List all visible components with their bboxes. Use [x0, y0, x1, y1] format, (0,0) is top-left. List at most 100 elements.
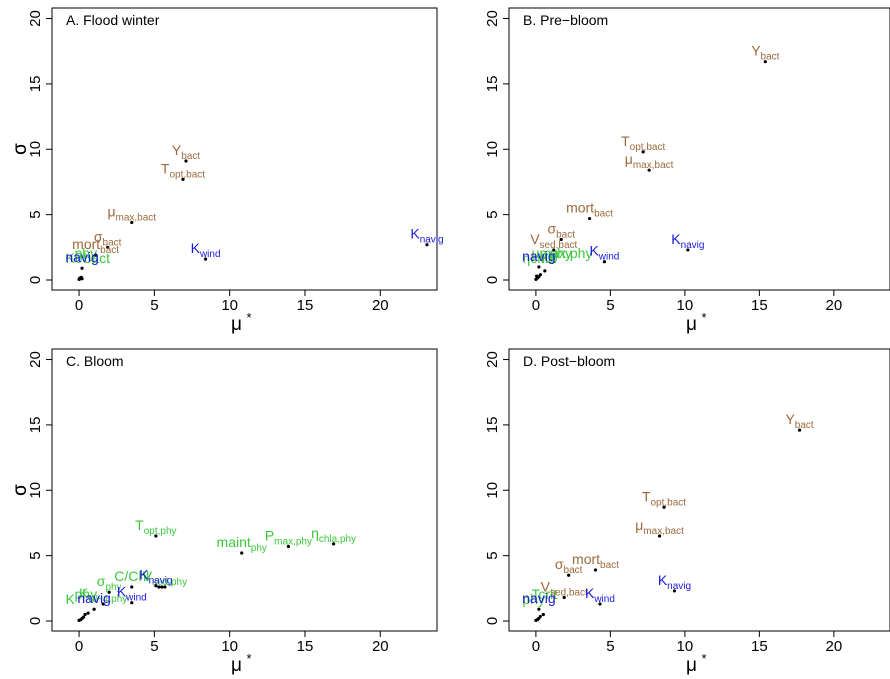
y-tick-label: 10	[484, 482, 501, 499]
point-label: KNH4,phy	[79, 585, 127, 605]
data-point	[686, 248, 690, 252]
panel-c: C. Bloom 0 5 10 15 20 0 5 10 15 20 μ * σ K phy Topt,phy…	[10, 348, 438, 676]
x-axis-label-sup: *	[247, 310, 252, 325]
data-point	[763, 60, 767, 64]
data-point	[130, 585, 134, 589]
y-tick-label: 20	[484, 351, 501, 368]
x-tick-label: 10	[221, 297, 238, 314]
x-tick-label: 20	[372, 297, 389, 314]
y-tick-label: 5	[484, 210, 501, 218]
cluster-point	[541, 612, 545, 617]
data-point	[286, 544, 291, 549]
point-label: navig	[522, 590, 555, 606]
y-tick-label: 15	[27, 76, 44, 93]
panel-title: B. Pre−bloom	[523, 12, 608, 28]
x-tick-label: 10	[221, 638, 238, 655]
y-tick-label: 0	[27, 617, 44, 625]
y-tick-label: 0	[484, 276, 501, 284]
point-label: maintphy	[217, 534, 267, 554]
data-point	[559, 237, 563, 242]
point-label: mortbact	[566, 200, 613, 220]
point-label: Topt,phy	[135, 517, 176, 537]
data-point	[80, 266, 84, 270]
x-tick-label: 0	[75, 638, 83, 655]
x-axis-label: μ	[686, 655, 697, 676]
x-tick-label: 15	[751, 297, 768, 314]
y-tick-label: 15	[484, 417, 501, 434]
data-point	[154, 584, 158, 588]
y-tick-label: 15	[27, 417, 44, 434]
data-point	[797, 428, 802, 432]
cluster-point	[543, 269, 547, 273]
data-point	[94, 253, 98, 257]
point-label: Knavig	[658, 572, 691, 592]
cluster-label: μmax,phy	[531, 245, 592, 261]
cluster-point	[535, 274, 539, 278]
point-label: σbact	[94, 228, 122, 248]
point-label: μmax,bact	[635, 517, 684, 537]
cluster-point	[81, 615, 86, 619]
x-axis-label: μ	[231, 314, 242, 335]
x-axis-label-sup: *	[247, 651, 252, 666]
data-point	[92, 607, 96, 611]
cluster-label: phy	[522, 591, 545, 607]
panel-title: D. Post−bloom	[523, 353, 615, 369]
x-tick-label: 5	[150, 638, 158, 655]
y-tick-label: 20	[27, 10, 44, 27]
x-tick-label: 15	[297, 638, 314, 655]
data-point	[647, 168, 651, 172]
cluster-label: K	[66, 591, 76, 607]
cluster-label: ηchla	[522, 250, 556, 266]
data-point	[154, 534, 158, 538]
cluster-point	[86, 611, 90, 615]
point-label: Vsed,bact	[541, 578, 588, 598]
cluster-point	[160, 585, 164, 589]
x-tick-label: 10	[677, 638, 694, 655]
x-tick-label: 20	[826, 638, 843, 655]
data-point	[203, 257, 208, 261]
point-label: Pmax,phy	[265, 527, 312, 547]
y-axis-label: σ	[10, 143, 31, 155]
point-label: Vsed,phy	[143, 568, 187, 588]
x-tick-label: 5	[606, 638, 614, 655]
data-point	[425, 243, 429, 247]
cluster-point	[83, 612, 87, 617]
x-tick-label: 5	[150, 297, 158, 314]
point-label: Ybact	[172, 142, 200, 162]
point-label: μmax,bact	[625, 151, 674, 171]
point-label: Vsed,bact	[530, 231, 577, 251]
panel-title: A. Flood winter	[66, 12, 160, 28]
data-point	[552, 248, 556, 252]
data-point	[562, 595, 566, 600]
y-tick-label: 5	[27, 210, 44, 218]
cluster-label: bact	[84, 250, 111, 266]
point-label: Knavig	[139, 567, 172, 587]
x-axis-label: μ	[686, 314, 697, 335]
panel-title: C. Bloom	[66, 353, 124, 369]
x-tick-label: 10	[677, 297, 694, 314]
y-tick-label: 0	[484, 617, 501, 625]
data-point	[106, 245, 110, 249]
y-axis-label: σ	[10, 484, 31, 496]
point-label: Kwind	[589, 243, 619, 263]
data-point	[537, 607, 541, 611]
data-point	[567, 573, 571, 577]
point-label: Kwind	[117, 584, 147, 604]
data-point	[240, 551, 244, 555]
y-tick-label: 20	[27, 351, 44, 368]
panel-a: A. Flood winter 0 5 10 15 20 0 5 10 15 20 μ * σ Kθphy…	[10, 7, 444, 335]
data-point	[593, 568, 598, 572]
y-axis-label: σ	[10, 143, 31, 155]
point-label: Kwind	[585, 585, 615, 605]
point-label: σbact	[547, 220, 575, 240]
data-point	[331, 542, 336, 546]
cluster-label: Kθ	[540, 250, 557, 266]
x-tick-label: 5	[606, 297, 614, 314]
x-axis-label-sup: *	[702, 651, 707, 666]
y-tick-label: 20	[484, 10, 501, 27]
x-tick-label: 15	[751, 638, 768, 655]
point-label: Ybact	[751, 43, 779, 63]
data-point	[657, 534, 662, 538]
